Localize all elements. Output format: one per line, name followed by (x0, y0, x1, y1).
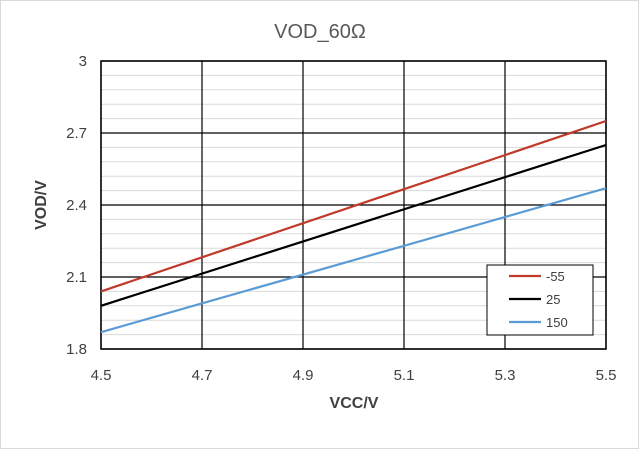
series-line--55 (100, 119, 607, 293)
chart-title: VOD_60Ω (274, 21, 366, 43)
legend-label: -55 (546, 269, 565, 284)
y-axis-title: VOD/V (33, 180, 50, 230)
y-tick-label: 2.1 (66, 269, 87, 286)
x-tick-label: 4.9 (293, 367, 314, 384)
x-tick-labels: 4.5 4.7 4.9 5.1 5.3 5.5 (91, 367, 617, 384)
y-tick-label: 2.7 (66, 125, 87, 142)
x-tick-label: 4.7 (192, 367, 213, 384)
x-tick-label: 5.1 (394, 367, 415, 384)
legend: -55 25 150 (486, 264, 594, 336)
x-tick-label: 4.5 (91, 367, 112, 384)
series-line-150 (100, 187, 607, 334)
y-tick-labels: 1.8 2.1 2.4 2.7 3 (66, 53, 87, 358)
y-tick-label: 2.4 (66, 197, 87, 214)
legend-label: 25 (546, 292, 560, 307)
series-line-25 (100, 143, 607, 307)
series-layer (100, 119, 607, 334)
x-axis-title: VCC/V (330, 395, 379, 412)
legend-label: 150 (546, 315, 568, 330)
y-tick-label: 1.8 (66, 341, 87, 358)
y-tick-label: 3 (79, 53, 87, 70)
x-tick-label: 5.5 (596, 367, 617, 384)
plot-area (100, 60, 607, 350)
x-tick-label: 5.3 (495, 367, 516, 384)
